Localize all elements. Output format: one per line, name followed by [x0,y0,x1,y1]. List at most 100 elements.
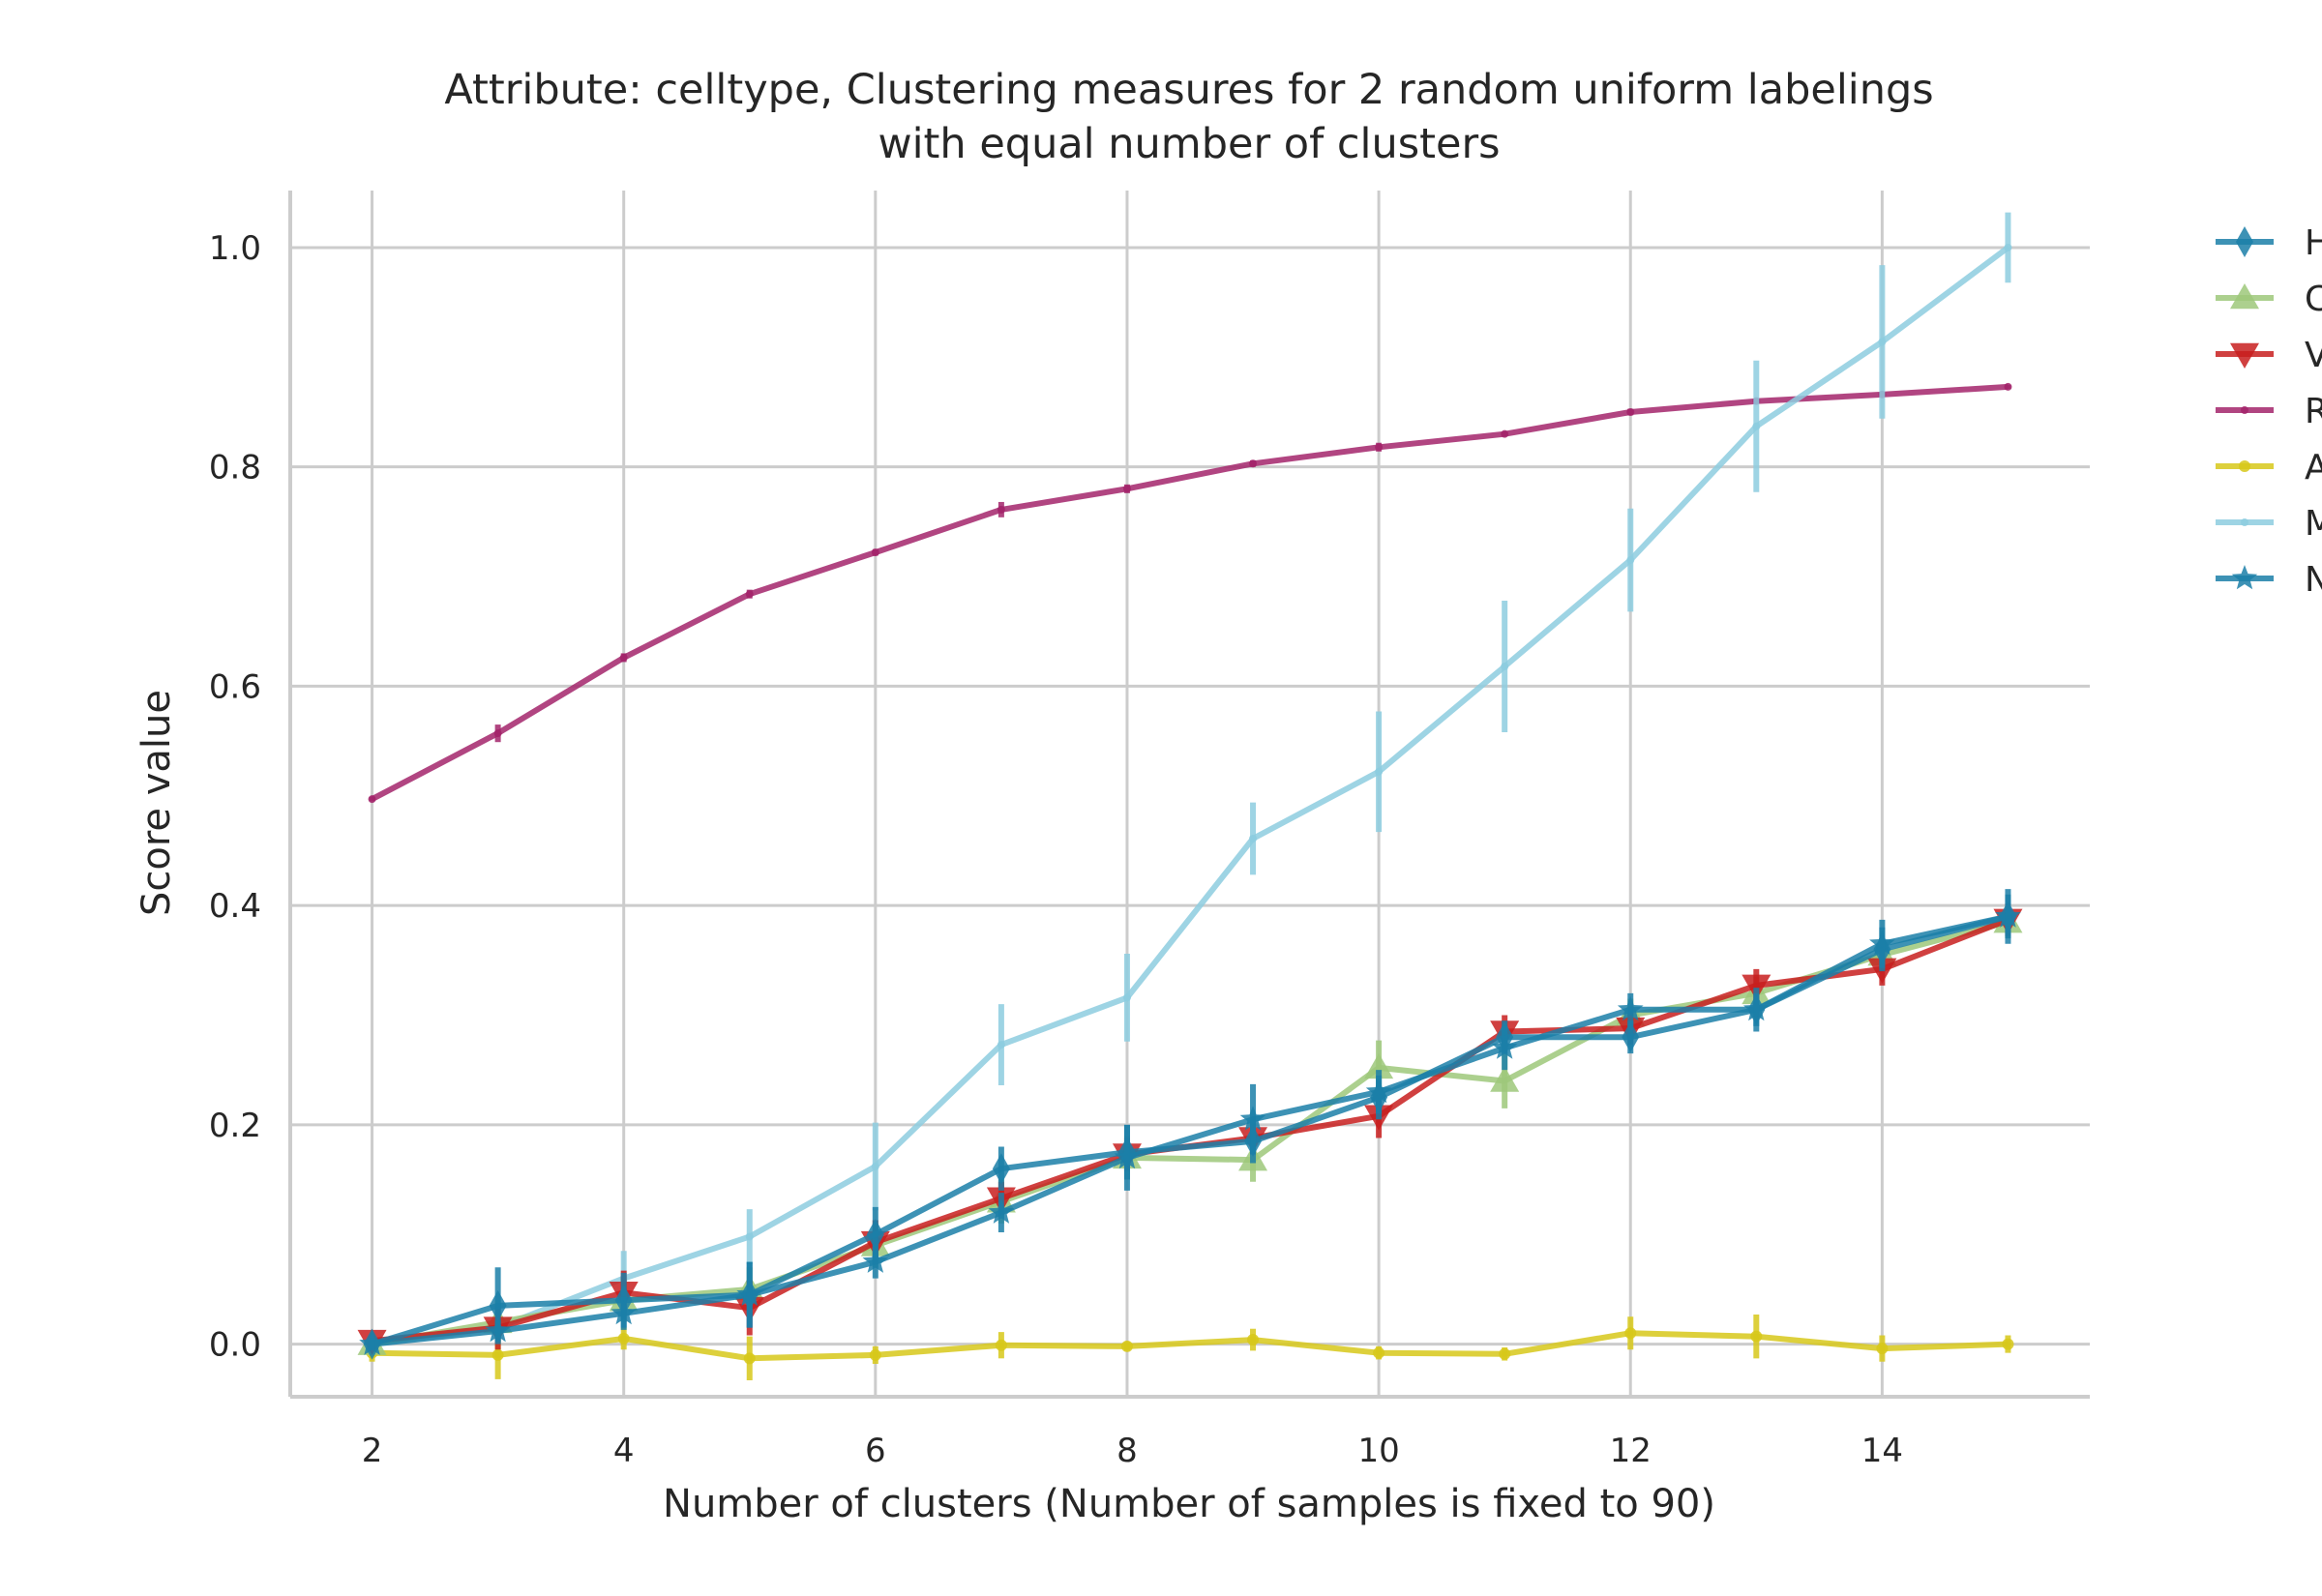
legend-label: M [2305,504,2322,544]
legend-item-H: H [2216,223,2322,263]
data-point [1499,1347,1511,1360]
axes-spines [288,191,2090,1399]
y-tick-label: 0.2 [209,1107,261,1145]
x-tick-label: 8 [1116,1432,1138,1470]
legend-label: H [2305,223,2322,263]
legend-label: V [2305,336,2322,375]
y-tick-label: 1.0 [209,229,261,268]
data-point [1249,834,1258,842]
data-point [1750,1330,1763,1343]
data-point [2236,226,2253,257]
x-tick-label: 6 [865,1432,886,1470]
data-point [2002,1338,2014,1350]
data-point [1617,995,1644,1021]
y-tick-label: 0.6 [209,667,261,706]
data-point [619,653,628,662]
legend-item-A: A [2216,448,2322,488]
data-point [2231,565,2258,590]
data-point [485,1317,511,1343]
chart-title-line-2: with equal number of clusters [878,120,1500,168]
data-point [1624,1327,1637,1340]
data-point [489,1289,507,1321]
series-N [359,889,2021,1355]
data-point [1365,1078,1392,1104]
x-tick-label: 14 [1861,1432,1903,1470]
y-tick-label: 0.0 [209,1326,261,1365]
data-point [491,1348,504,1361]
data-point [736,1281,763,1306]
data-point [1501,429,1509,438]
data-point [1364,1052,1394,1079]
data-point [745,590,754,599]
series-line [371,913,2009,1347]
data-point [2241,518,2248,526]
chart-title-line-1: Attribute: celltype, Clustering measures… [444,66,1933,114]
data-point [869,1348,881,1361]
data-point [1869,930,1895,956]
legend-item-C: C [2216,280,2322,319]
data-point [617,1332,630,1345]
series-A [366,1314,2014,1380]
legend-label: R [2305,392,2322,431]
plot-area [357,212,2023,1380]
data-point [1752,422,1761,430]
data-point [745,1232,754,1241]
data-point [1626,556,1635,565]
x-tick-label: 10 [1357,1432,1399,1470]
legend-label: A [2305,448,2322,488]
chart-title: Attribute: celltype, Clustering measures… [444,66,1933,168]
data-point [1742,974,1771,1000]
series-H [363,894,2017,1360]
data-point [992,1153,1010,1185]
x-axis-ticks: 2 4 6 8 10 12 14 [362,1432,1903,1470]
data-point [1743,995,1770,1021]
data-point [1626,407,1635,416]
data-point [1239,1106,1266,1131]
data-point [1490,1066,1520,1092]
data-point [1249,459,1258,468]
data-point [743,1352,756,1365]
legend-item-V: V [2216,336,2322,375]
data-point [1247,1334,1260,1346]
data-point [1876,1343,1889,1355]
series-line [372,913,2009,1347]
data-point [1122,993,1131,1002]
data-point [1122,485,1131,493]
data-point [1120,1340,1133,1352]
series-line [372,1330,2009,1362]
data-point [866,1219,884,1251]
series-R [368,382,2012,804]
data-point [995,1339,1007,1351]
series-M [368,212,2012,1350]
x-tick-label: 4 [613,1432,635,1470]
data-point [2004,382,2012,391]
grid [290,191,2090,1397]
y-axis-ticks: 0.0 0.2 0.4 0.6 0.8 1.0 [209,229,261,1365]
data-point [493,729,502,738]
data-point [997,505,1005,514]
data-point [2239,460,2250,472]
data-point [871,1162,879,1170]
data-point [1501,662,1509,670]
legend-item-M: M [2216,504,2322,544]
data-point [1375,443,1384,452]
data-point [988,1198,1015,1224]
series-line [371,383,2009,802]
legend-item-N: N [2216,560,2322,600]
y-tick-label: 0.8 [209,449,261,488]
data-point [359,1330,385,1355]
x-tick-label: 12 [1610,1432,1652,1470]
y-axis-label: Score value [134,690,179,916]
data-point [1375,767,1384,776]
data-point [1878,338,1887,346]
data-point [1373,1346,1385,1359]
data-point [2241,406,2248,414]
x-axis-label: Number of clusters (Number of samples is… [663,1482,1715,1526]
data-point [1491,1034,1518,1059]
data-point [1995,902,2021,928]
data-point [2004,243,2012,251]
data-point [871,548,879,557]
x-tick-label: 2 [362,1432,383,1470]
